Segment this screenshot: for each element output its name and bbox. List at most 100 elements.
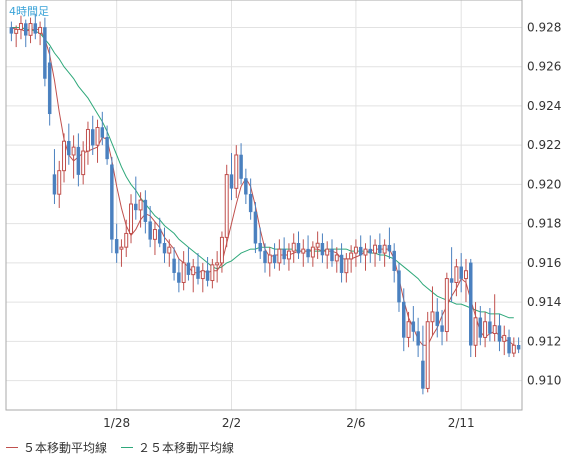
- candle-body: [229, 174, 234, 189]
- candle-body: [478, 317, 483, 338]
- candle-body: [38, 26, 43, 34]
- candle: [138, 192, 143, 228]
- candle: [330, 239, 334, 267]
- candle: [76, 133, 81, 187]
- plot-frame: [5, 0, 523, 411]
- candle-body: [162, 243, 167, 254]
- candle-body: [349, 252, 354, 260]
- candle: [272, 243, 277, 269]
- candle: [52, 149, 57, 205]
- candle-body: [81, 150, 86, 176]
- candle-body: [24, 23, 28, 36]
- candle-body: [425, 321, 430, 389]
- candle-body: [282, 248, 286, 260]
- candle: [110, 156, 114, 254]
- candle: [14, 25, 19, 48]
- candle: [469, 258, 473, 358]
- candle-body: [473, 317, 478, 346]
- candle: [483, 311, 488, 348]
- candle-body: [177, 272, 181, 283]
- candle: [353, 239, 358, 267]
- candle-body: [110, 164, 114, 240]
- candle-body: [134, 203, 138, 211]
- candle: [81, 141, 86, 185]
- candle: [28, 17, 33, 44]
- candle-body: [320, 243, 325, 256]
- candle-body: [339, 254, 344, 273]
- candle: [344, 253, 349, 283]
- candle: [511, 337, 516, 358]
- candle: [373, 239, 378, 267]
- y-tick-label: 0.920: [527, 177, 561, 191]
- candle: [263, 243, 267, 273]
- candle-body: [138, 199, 143, 211]
- candle: [363, 243, 368, 271]
- axis-layer: 0.910 0.912 0.914 0.916 0.918 0.920 0.922 0.924…: [5, 0, 561, 430]
- x-tick-label: 1/28: [103, 416, 130, 430]
- candle-body: [507, 337, 511, 354]
- legend-item-ma5: ５本移動平均線: [6, 439, 107, 456]
- candle-body: [28, 23, 33, 36]
- candle-body: [200, 270, 205, 280]
- candle-body: [143, 199, 148, 222]
- legend-item-ma25: ２５本移動平均線: [121, 439, 234, 456]
- candle: [488, 307, 492, 342]
- candle-body: [421, 360, 425, 389]
- candle: [200, 262, 205, 293]
- candle: [62, 133, 67, 183]
- candle-body: [191, 266, 196, 276]
- candle-body: [205, 270, 210, 281]
- candle-body: [172, 258, 176, 273]
- candle-body: [18, 23, 23, 30]
- candle-body: [224, 174, 229, 238]
- candle-body: [416, 331, 420, 346]
- candle: [67, 123, 71, 165]
- candle: [71, 135, 76, 179]
- candle: [24, 19, 28, 48]
- candle-body: [344, 258, 349, 274]
- candle: [358, 235, 363, 263]
- candle-layer: [9, 13, 521, 395]
- candle-body: [358, 246, 363, 256]
- candle: [320, 233, 325, 263]
- legend-label-ma5: ５本移動平均線: [23, 440, 108, 455]
- candle: [267, 247, 272, 277]
- candle: [148, 205, 152, 248]
- candle-body: [454, 266, 459, 283]
- candle-body: [353, 246, 358, 254]
- candle-body: [449, 278, 454, 283]
- candle: [181, 251, 186, 291]
- candle: [282, 237, 286, 265]
- candle: [291, 233, 296, 263]
- candle-body: [387, 244, 392, 252]
- candle-body: [67, 140, 71, 156]
- candle: [114, 223, 119, 263]
- candle: [134, 176, 138, 220]
- candle: [378, 233, 382, 261]
- price-chart: 0.910 0.912 0.914 0.916 0.918 0.920 0.922 0.924…: [5, 0, 561, 430]
- candle: [325, 241, 330, 269]
- candle-body: [85, 128, 90, 152]
- candle: [406, 311, 411, 348]
- candle-body: [119, 246, 124, 250]
- candle-body: [57, 170, 62, 195]
- candle: [33, 13, 38, 40]
- candle-body: [310, 246, 315, 258]
- candle-body: [502, 334, 507, 342]
- candle-body: [71, 146, 76, 156]
- candle-body: [488, 321, 492, 334]
- grid-layer: [6, 0, 522, 410]
- candle-body: [124, 232, 129, 248]
- candle: [502, 325, 507, 356]
- candle-body: [263, 250, 267, 264]
- candle: [463, 258, 468, 303]
- candle-body: [402, 301, 406, 338]
- candle-body: [186, 262, 191, 275]
- candle: [186, 247, 191, 281]
- candle-body: [43, 27, 47, 79]
- candle: [349, 245, 354, 273]
- candle: [129, 194, 134, 244]
- candle: [57, 160, 62, 208]
- candle-body: [286, 250, 291, 260]
- y-tick-label: 0.916: [527, 256, 561, 270]
